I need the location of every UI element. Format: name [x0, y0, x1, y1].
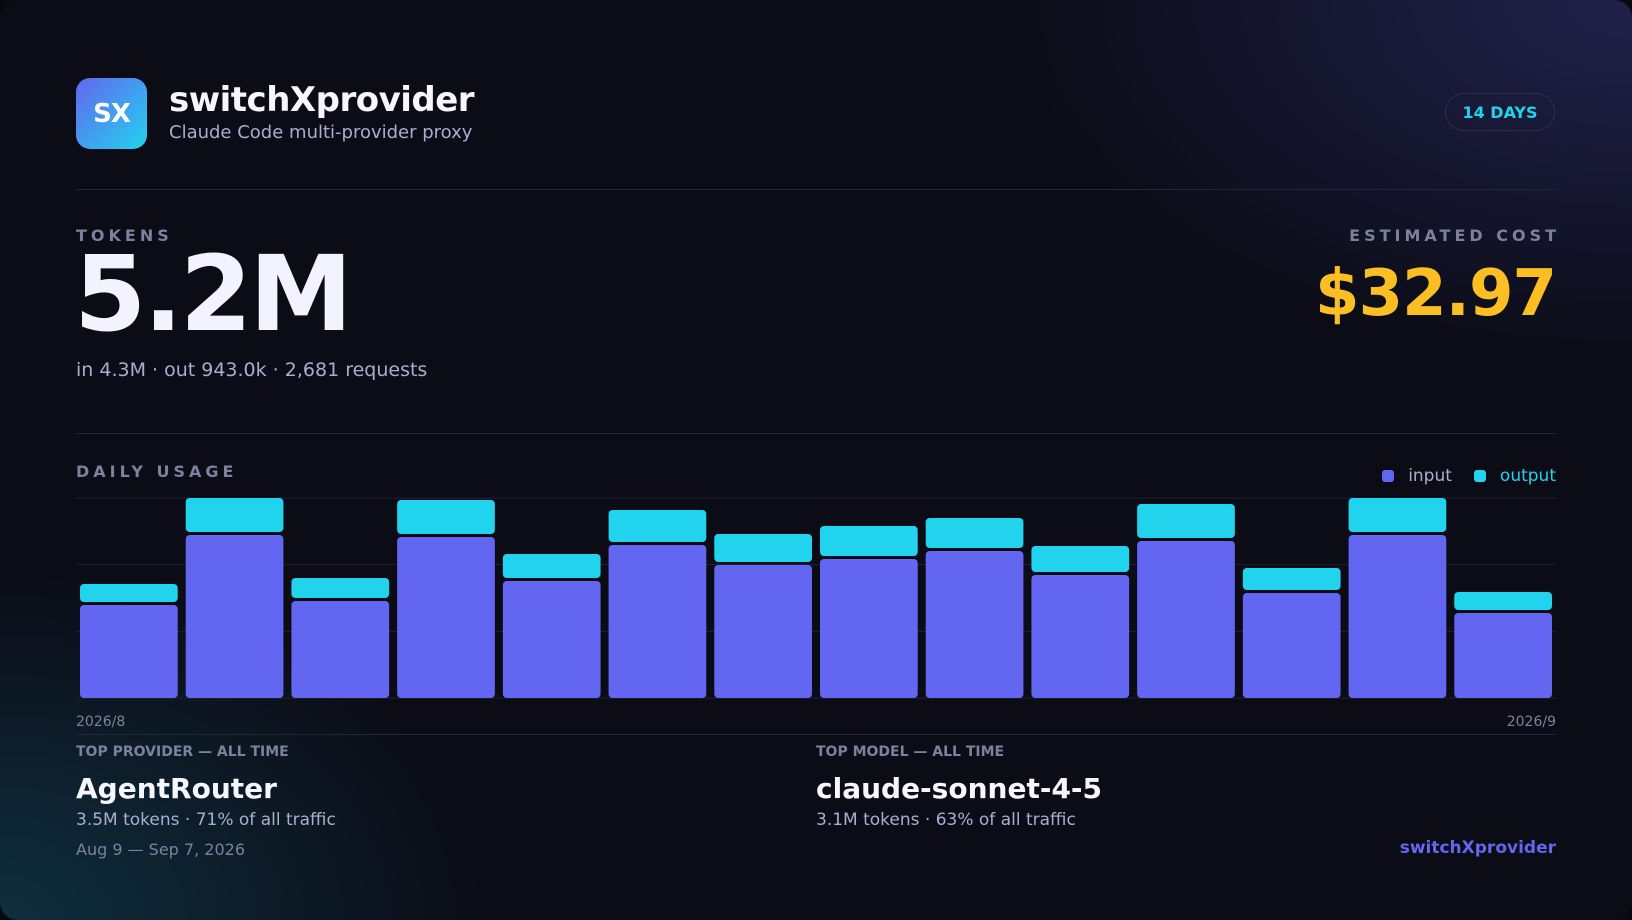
chart-end-label: 2026/9 [1506, 714, 1556, 730]
legend-input-swatch [1382, 470, 1395, 482]
legend-input-label: input [1408, 466, 1452, 486]
bar-input-5 [502, 581, 601, 698]
legend-output: output [1473, 466, 1556, 486]
bar-input-13 [1348, 535, 1447, 698]
bar-input-3 [291, 601, 390, 698]
legend-output-swatch [1473, 470, 1486, 482]
top-provider-name: AgentRouter [76, 772, 277, 805]
chart-divider [76, 734, 1556, 735]
tokens-total: 5.2M [74, 233, 353, 355]
footer-brand: switchXprovider [1399, 838, 1556, 858]
bar-input-12 [1242, 593, 1341, 698]
top-model-meta: 3.1M tokens · 63% of all traffic [816, 810, 1076, 830]
bar-output-14 [1454, 592, 1552, 610]
bar-output-11 [1137, 504, 1235, 538]
bar-input-10 [1031, 575, 1130, 698]
app-name: switchXprovider [169, 80, 475, 120]
tokens-breakdown: in 4.3M · out 943.0k · 2,681 requests [76, 359, 428, 381]
bar-input-7 [714, 565, 812, 698]
bar-input-2 [185, 535, 284, 698]
bar-input-9 [925, 551, 1024, 698]
bar-output-1 [80, 584, 178, 602]
bar-output-4 [397, 500, 495, 534]
daily-usage-label: DAILY USAGE [76, 462, 238, 481]
bar-input-1 [80, 605, 178, 698]
bar-output-6 [608, 510, 707, 542]
top-model-label: TOP MODEL — ALL TIME [816, 744, 1005, 760]
top-model-name: claude-sonnet-4-5 [816, 772, 1103, 805]
bar-input-4 [397, 537, 495, 698]
bar-output-12 [1242, 568, 1341, 590]
bar-output-8 [820, 526, 918, 556]
daily-usage-chart [76, 497, 1556, 699]
chart-start-label: 2026/8 [76, 714, 126, 730]
bar-output-7 [714, 534, 812, 562]
legend-input: input [1382, 466, 1452, 486]
header-divider [76, 189, 1556, 190]
top-provider-label: TOP PROVIDER — ALL TIME [76, 744, 289, 760]
app-logo: SX [76, 78, 147, 149]
legend-output-label: output [1499, 466, 1556, 486]
period-badge[interactable]: 14 DAYS [1445, 93, 1555, 131]
top-provider-meta: 3.5M tokens · 71% of all traffic [76, 810, 336, 830]
cost-value: $32.97 [1315, 257, 1557, 331]
bar-output-10 [1031, 546, 1130, 572]
bar-output-9 [925, 518, 1024, 548]
bar-output-13 [1348, 498, 1447, 532]
logo-text: SX [93, 98, 131, 129]
chart-legend: input output [1370, 466, 1556, 486]
bar-input-14 [1454, 613, 1552, 698]
bar-input-8 [820, 559, 918, 698]
stats-divider [76, 433, 1556, 434]
bar-output-3 [291, 578, 390, 598]
bar-output-5 [502, 554, 601, 578]
bar-input-11 [1137, 541, 1235, 698]
cost-label: ESTIMATED COST [1349, 226, 1560, 245]
app-subtitle: Claude Code multi-provider proxy [169, 122, 473, 143]
date-range: Aug 9 — Sep 7, 2026 [76, 840, 245, 859]
tokens-label: TOKENS [76, 226, 173, 245]
bar-input-6 [608, 545, 707, 698]
bar-output-2 [185, 498, 284, 532]
